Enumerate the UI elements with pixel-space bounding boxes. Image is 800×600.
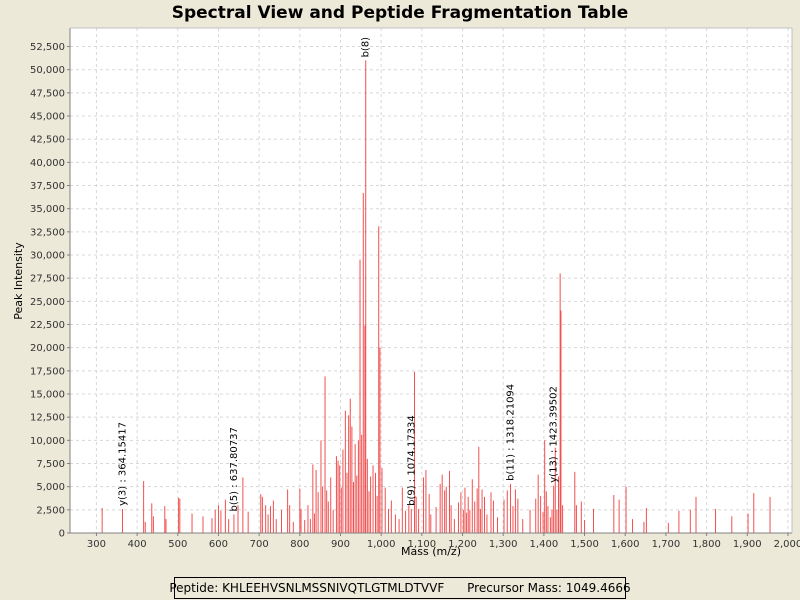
y-tick-label: 52,500 <box>30 42 65 53</box>
y-tick-label: 20,000 <box>30 343 65 354</box>
x-tick-label: 1,500 <box>570 539 599 550</box>
x-tick-label: 1,600 <box>611 539 640 550</box>
x-tick-label: 1,900 <box>733 539 762 550</box>
x-tick-label: 800 <box>290 539 309 550</box>
fragment-annotation: b(8) <box>361 37 372 58</box>
y-tick-label: 42,500 <box>30 135 65 146</box>
x-tick-label: 400 <box>128 539 147 550</box>
y-tick-label: 12,500 <box>30 413 65 424</box>
y-tick-label: 5,000 <box>36 482 65 493</box>
x-tick-label: 2,000 <box>774 539 800 550</box>
fragment-annotation: b(5) : 637.80737 <box>229 427 240 511</box>
plot-area <box>70 28 792 533</box>
y-tick-label: 40,000 <box>30 158 65 169</box>
y-tick-label: 17,500 <box>30 366 65 377</box>
y-tick-label: 2,500 <box>36 505 65 516</box>
x-tick-label: 1,100 <box>408 539 437 550</box>
y-tick-label: 50,000 <box>30 65 65 76</box>
x-tick-label: 1,400 <box>530 539 559 550</box>
fragment-annotation: y(3) : 364.15417 <box>117 422 128 506</box>
x-tick-label: 1,300 <box>489 539 518 550</box>
x-tick-label: 1,700 <box>652 539 681 550</box>
y-tick-label: 7,500 <box>36 459 65 470</box>
x-tick-label: 1,200 <box>448 539 477 550</box>
x-axis-label: Mass (m/z) <box>401 545 461 558</box>
y-tick-label: 47,500 <box>30 88 65 99</box>
precursor-mass: Precursor Mass: 1049.4666 <box>467 581 631 595</box>
fragment-annotation: b(9) : 1074.17334 <box>406 415 417 506</box>
axes <box>69 27 793 534</box>
y-tick-label: 10,000 <box>30 436 65 447</box>
y-tick-label: 30,000 <box>30 251 65 262</box>
y-tick-label: 37,500 <box>30 181 65 192</box>
x-tick-label: 300 <box>87 539 106 550</box>
x-tick-label: 600 <box>209 539 228 550</box>
x-tick-label: 1,800 <box>692 539 721 550</box>
y-axis-label: Peak Intensity <box>12 242 25 320</box>
x-tick-label: 500 <box>168 539 187 550</box>
tick-labels: 300 400 500 600 700 800 900 1,000 1,100 1,200 1,30… <box>30 42 800 550</box>
y-tick-label: 45,000 <box>30 112 65 123</box>
x-tick-label: 700 <box>250 539 269 550</box>
footer-spacer <box>444 581 467 595</box>
y-tick-label: 32,500 <box>30 227 65 238</box>
peak-bars <box>101 60 771 533</box>
x-tick-label: 900 <box>331 539 350 550</box>
x-tick-label: 1,000 <box>367 539 396 550</box>
y-tick-label: 25,000 <box>30 297 65 308</box>
y-tick-label: 0 <box>59 529 65 540</box>
grid-lines <box>70 28 792 533</box>
y-tick-label: 15,000 <box>30 390 65 401</box>
y-tick-label: 35,000 <box>30 204 65 215</box>
fragment-annotations: y(3) : 364.15417 b(5) : 637.80737 b(8) b(9)… <box>117 37 559 512</box>
peptide-sequence: Peptide: KHLEEHVSNLMSSNIVQTLGTMLDTVVF <box>169 581 445 595</box>
y-tick-label: 27,500 <box>30 274 65 285</box>
fragment-annotation: b(11) : 1318.21094 <box>506 384 517 481</box>
fragment-annotation: y(13) : 1423.39502 <box>549 386 560 483</box>
y-tick-label: 22,500 <box>30 320 65 331</box>
chart-title: Spectral View and Peptide Fragmentation … <box>171 3 629 23</box>
peptide-info-box: Peptide: KHLEEHVSNLMSSNIVQTLGTMLDTVVF Pr… <box>169 577 631 599</box>
